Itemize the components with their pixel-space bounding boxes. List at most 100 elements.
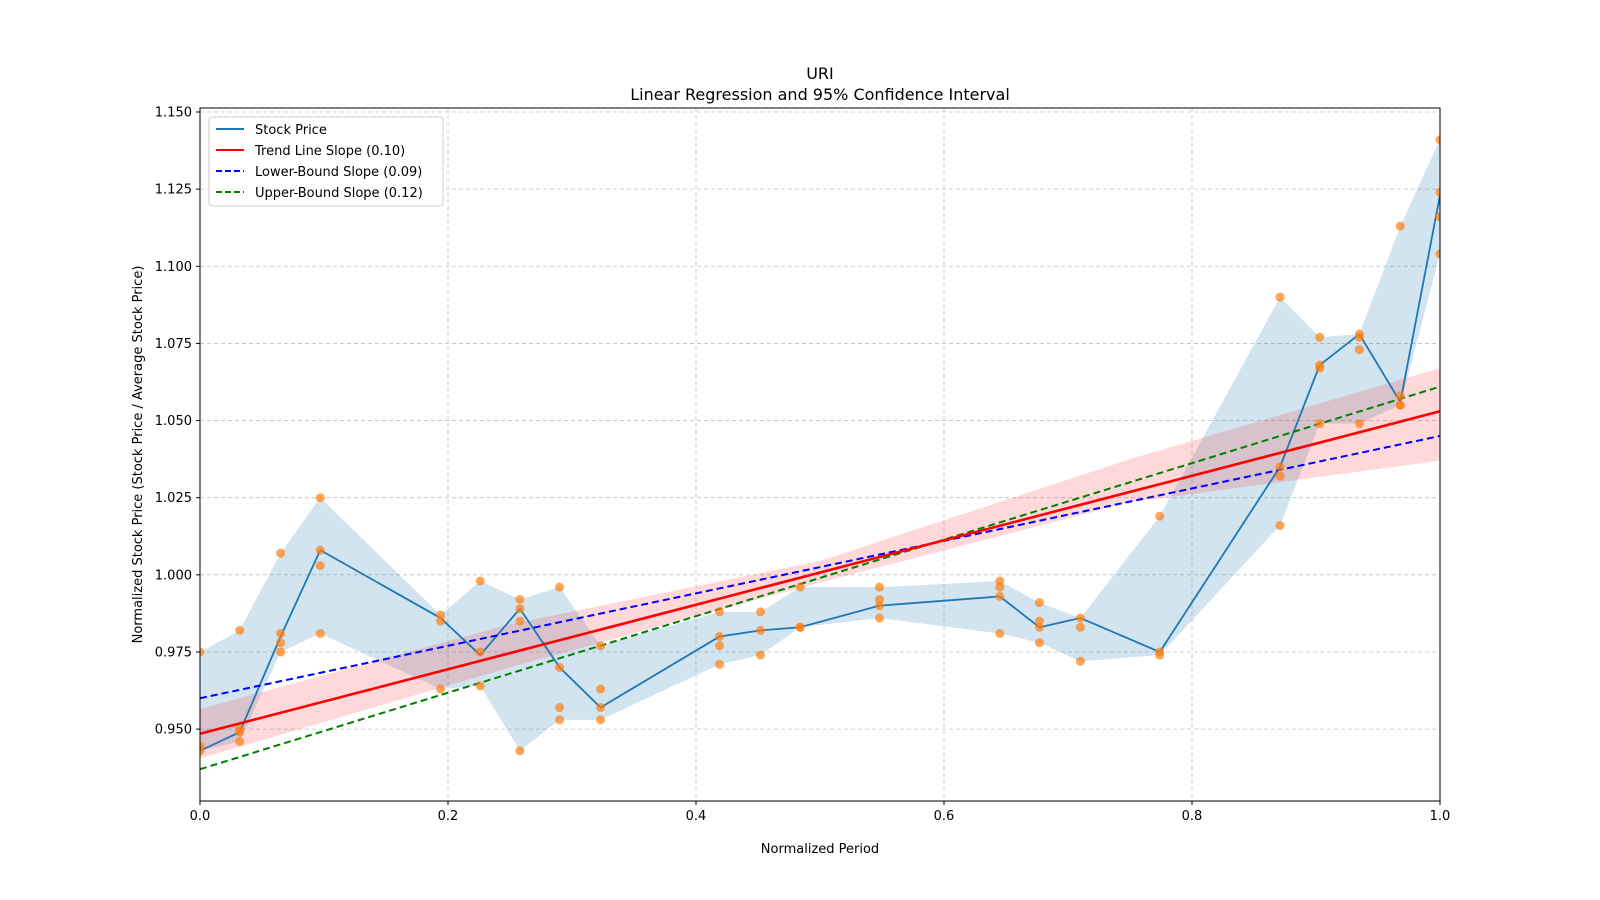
data-point: [715, 641, 725, 651]
x-tick-label: 0.2: [438, 809, 459, 824]
upper-bound-line: [200, 385, 1440, 771]
y-tick-label: 1.000: [155, 568, 192, 583]
data-point: [995, 591, 1005, 601]
plot-frame: [199, 107, 1441, 802]
data-point: [1034, 598, 1044, 608]
data-point: [276, 548, 286, 558]
data-point: [995, 576, 1005, 586]
data-point: [276, 638, 286, 648]
scatter-points: [200, 135, 1440, 756]
data-point: [1315, 332, 1325, 342]
data-point: [1315, 419, 1325, 429]
y-axis-ticks: 0.950 0.975 1.000 1.025 1.050 1.075 1.100 1.125…: [155, 106, 200, 738]
data-point: [875, 613, 885, 623]
data-point: [795, 622, 805, 632]
data-point: [475, 681, 485, 691]
data-point: [596, 684, 606, 694]
data-point: [715, 607, 725, 617]
x-tick-label: 0.6: [934, 809, 955, 824]
data-point: [1395, 391, 1405, 401]
data-point: [995, 628, 1005, 638]
lines: [200, 195, 1440, 771]
y-tick-label: 1.025: [155, 491, 192, 506]
data-point: [515, 604, 525, 614]
data-point: [475, 647, 485, 657]
data-point: [596, 715, 606, 725]
bands: [200, 139, 1440, 759]
data-point: [1354, 419, 1364, 429]
data-point: [515, 595, 525, 605]
data-point: [1075, 622, 1085, 632]
legend-label-stock-price: Stock Price: [255, 123, 327, 138]
data-point: [596, 641, 606, 651]
data-point: [555, 703, 565, 713]
data-point: [1034, 616, 1044, 626]
data-point: [276, 628, 286, 638]
data-point: [755, 650, 765, 660]
x-axis-ticks: 0.0 0.2 0.4 0.6 0.8 1.0: [190, 801, 1450, 824]
data-point: [1155, 650, 1165, 660]
data-point: [1275, 520, 1285, 530]
data-point: [1034, 622, 1044, 632]
data-point: [875, 595, 885, 605]
legend-label-trend-line: Trend Line Slope (0.10): [254, 144, 405, 159]
data-point: [1315, 363, 1325, 373]
data-point: [1075, 656, 1085, 666]
data-point: [555, 662, 565, 672]
data-point: [596, 703, 606, 713]
y-tick-label: 1.150: [155, 106, 192, 121]
data-point: [1275, 462, 1285, 472]
legend-label-upper-bound: Upper-Bound Slope (0.12): [255, 186, 423, 201]
data-point: [315, 561, 325, 571]
data-point: [1435, 212, 1440, 222]
data-point: [200, 647, 205, 657]
data-point: [875, 582, 885, 592]
y-tick-label: 1.100: [155, 260, 192, 275]
data-point: [235, 625, 245, 635]
data-point: [235, 736, 245, 746]
data-point: [995, 582, 1005, 592]
lower-bound-line: [200, 435, 1440, 700]
stock-price-line: [200, 195, 1440, 752]
data-point: [1435, 135, 1440, 145]
data-point: [315, 545, 325, 555]
trend-confidence-band: [200, 368, 1440, 759]
data-point: [1155, 511, 1165, 521]
legend: Stock Price Trend Line Slope (0.10) Lowe…: [208, 116, 444, 207]
data-point: [715, 632, 725, 642]
data-point: [1395, 400, 1405, 410]
data-point: [315, 493, 325, 503]
stock-price-range-band: [200, 139, 1440, 751]
data-point: [475, 576, 485, 586]
data-point: [1275, 292, 1285, 302]
legend-label-lower-bound: Lower-Bound Slope (0.09): [255, 165, 422, 180]
chart-title-line1: URI: [806, 64, 834, 83]
data-point: [795, 582, 805, 592]
x-tick-label: 0.8: [1182, 809, 1203, 824]
y-tick-label: 1.075: [155, 337, 192, 352]
data-point: [755, 607, 765, 617]
data-point: [1034, 638, 1044, 648]
x-tick-label: 0.4: [686, 809, 707, 824]
y-tick-label: 1.050: [155, 414, 192, 429]
legend-box: [208, 116, 444, 207]
data-point: [555, 715, 565, 725]
data-point: [1435, 187, 1440, 197]
x-axis-label: Normalized Period: [761, 842, 879, 857]
y-tick-label: 1.125: [155, 183, 192, 198]
data-point: [875, 601, 885, 611]
data-point: [515, 746, 525, 756]
data-point: [515, 616, 525, 626]
x-tick-label: 0.0: [190, 809, 211, 824]
data-point: [1275, 471, 1285, 481]
data-point: [755, 625, 765, 635]
data-point: [436, 684, 446, 694]
y-axis-label: Normalized Stock Price (Stock Price / Av…: [131, 266, 146, 644]
trend-line: [200, 410, 1440, 735]
y-tick-label: 0.975: [155, 645, 192, 660]
data-point: [436, 616, 446, 626]
chart-title-line2: Linear Regression and 95% Confidence Int…: [630, 85, 1010, 104]
data-point: [235, 727, 245, 737]
data-point: [276, 647, 286, 657]
